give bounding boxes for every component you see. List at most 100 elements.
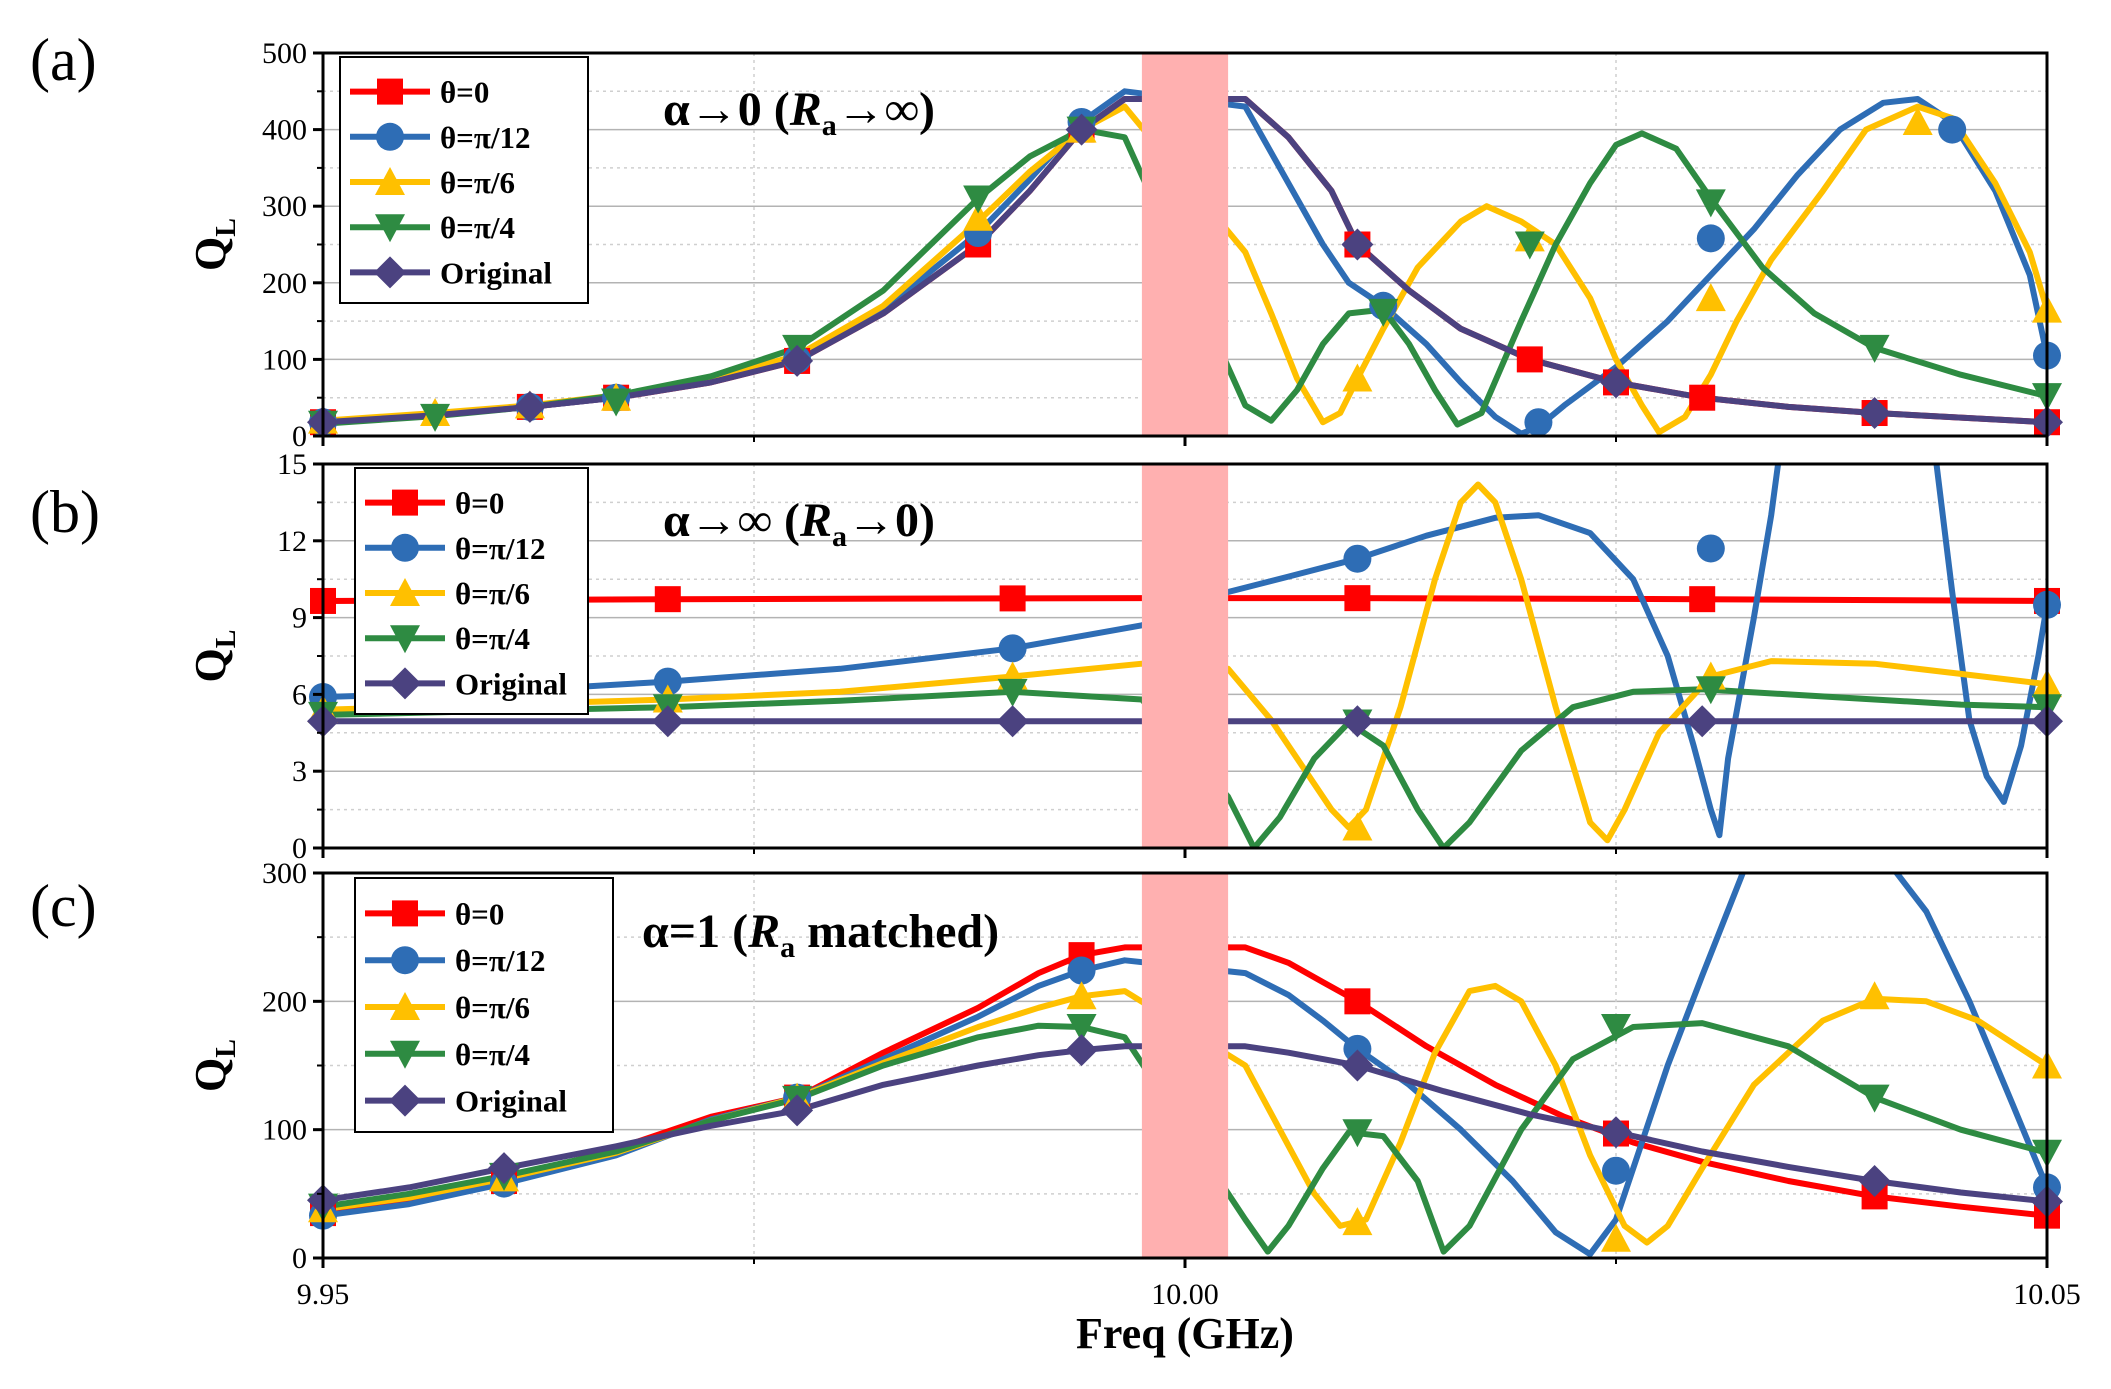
panel-label: (a)	[30, 27, 97, 93]
data-point	[998, 634, 1027, 663]
data-point	[1343, 544, 1372, 573]
y-tick-label: 0	[292, 420, 307, 453]
data-point	[1524, 408, 1553, 437]
panel-annotation: α=1 (Ra matched)	[642, 905, 999, 964]
legend-marker	[390, 992, 420, 1020]
legend-label: θ=π/4	[440, 210, 515, 245]
data-point	[1696, 534, 1725, 563]
legend-marker	[375, 167, 405, 195]
annotation-post: →0)	[847, 494, 935, 547]
data-point	[1689, 384, 1716, 411]
legend-marker	[391, 533, 419, 562]
y-axis-label: QL	[186, 630, 242, 683]
data-point	[601, 388, 632, 417]
y-tick-label: 200	[262, 267, 307, 300]
data-point	[999, 585, 1026, 612]
data-point	[1600, 1116, 1632, 1149]
legend-marker	[390, 578, 420, 606]
legend-label: θ=π/6	[455, 990, 530, 1025]
y-tick-label: 100	[262, 1114, 307, 1147]
panel-label: (c)	[30, 873, 97, 939]
data-point	[1689, 586, 1716, 613]
data-point	[1342, 363, 1373, 392]
legend-marker	[389, 667, 421, 700]
y-axis-label-main: Q	[186, 1058, 235, 1092]
series-group-1	[323, 464, 2047, 848]
data-point	[1859, 334, 1890, 363]
series-line	[1892, 873, 2047, 1191]
annotation-post: matched)	[795, 905, 999, 958]
series-line	[323, 464, 1782, 839]
y-tick-label: 0	[292, 832, 307, 865]
data-point	[654, 586, 681, 613]
data-point	[996, 705, 1029, 738]
legend-2: θ=0 θ=π/12 θ=π/6 θ=π/4 Original	[354, 877, 614, 1133]
data-point	[653, 667, 682, 696]
legend-1: θ=0 θ=π/12 θ=π/6 θ=π/4 Original	[354, 467, 589, 715]
series-line	[323, 103, 2047, 436]
data-point	[781, 344, 814, 377]
legend-label: θ=π/12	[455, 531, 545, 566]
data-point	[963, 185, 994, 214]
axes-frames	[307, 51, 2063, 1268]
data-point	[1067, 956, 1096, 985]
data-point	[1341, 705, 1374, 738]
annotation-pre: α→0 (	[663, 83, 790, 136]
data-point	[1859, 981, 1890, 1010]
legend-label: θ=π/4	[455, 621, 530, 656]
data-point	[1859, 1084, 1890, 1113]
y-tick-label: 500	[262, 37, 307, 70]
series-group-2	[323, 873, 2047, 1258]
annotation-italic: R	[747, 905, 780, 958]
data-point	[1516, 346, 1543, 373]
legend-label: Original	[455, 1084, 567, 1119]
data-point	[1695, 283, 1726, 312]
y-axis-label-sub: L	[211, 1039, 242, 1058]
data-point	[1066, 1014, 1097, 1042]
legend-marker	[376, 122, 404, 151]
data-point	[1696, 224, 1725, 253]
markers-group-0	[307, 106, 2063, 439]
data-point	[1342, 1119, 1373, 1148]
y-axis-label-main: Q	[186, 648, 235, 682]
annotation-italic: R	[789, 83, 822, 136]
data-point	[1695, 189, 1726, 218]
y-axis-label-sub: L	[211, 630, 242, 649]
panel-annotation: α→∞ (Ra→0)	[663, 494, 935, 553]
data-point	[1902, 106, 1933, 135]
legend-marker	[377, 78, 403, 105]
data-point	[1065, 113, 1098, 146]
data-point	[513, 390, 546, 423]
data-point	[1601, 1014, 1631, 1042]
y-tick-label: 300	[262, 190, 307, 223]
y-tick-label: 6	[292, 678, 307, 711]
y-tick-label: 9	[292, 602, 307, 635]
y-axis-label: QL	[186, 1039, 242, 1092]
legend-label: θ=0	[440, 75, 489, 110]
annotation-sub: a	[780, 931, 795, 964]
annotation-italic: R	[799, 494, 832, 547]
y-tick-label: 400	[262, 114, 307, 147]
y-axis-label-main: Q	[186, 237, 235, 271]
data-point	[781, 1094, 814, 1127]
legend-0: θ=0 θ=π/12 θ=π/6 θ=π/4 Original	[339, 56, 589, 304]
series-line	[323, 1043, 2047, 1205]
panel-label: (b)	[30, 479, 100, 545]
data-point	[1858, 1165, 1891, 1197]
data-point	[1341, 1049, 1374, 1082]
data-point	[963, 202, 994, 231]
y-axis-label: QL	[186, 218, 242, 271]
y-tick-label: 100	[262, 343, 307, 376]
shaded-band	[1141, 873, 1229, 1258]
legend-marker	[391, 946, 419, 975]
shaded-band	[1141, 53, 1229, 436]
data-series	[323, 88, 2047, 1258]
data-point	[420, 403, 451, 432]
legend-label: Original	[455, 666, 567, 701]
y-tick-label: 15	[277, 448, 307, 481]
y-tick-label: 300	[262, 857, 307, 890]
legend-marker	[389, 1084, 421, 1117]
legend-marker	[390, 1040, 420, 1069]
x-tick-label: 9.95	[297, 1278, 350, 1311]
